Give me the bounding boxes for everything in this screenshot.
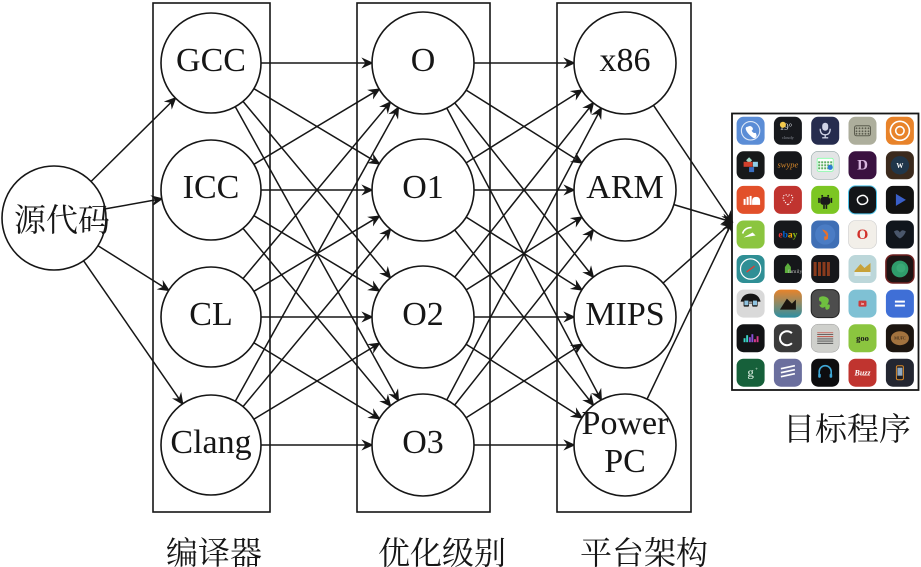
- svg-text:family: family: [788, 268, 803, 275]
- svg-text:cloudy: cloudy: [782, 135, 795, 140]
- svg-text:+: +: [755, 368, 758, 373]
- svg-text:D: D: [857, 157, 868, 173]
- svg-text:goo: goo: [856, 333, 869, 343]
- svg-text:ebay: ebay: [778, 231, 797, 241]
- svg-text:O: O: [857, 227, 869, 243]
- svg-text:swype: swype: [778, 159, 799, 169]
- svg-text:g: g: [747, 365, 754, 380]
- svg-text:MUFC: MUFC: [894, 336, 906, 341]
- svg-text:W: W: [896, 162, 903, 170]
- svg-text:Buzz: Buzz: [853, 369, 871, 378]
